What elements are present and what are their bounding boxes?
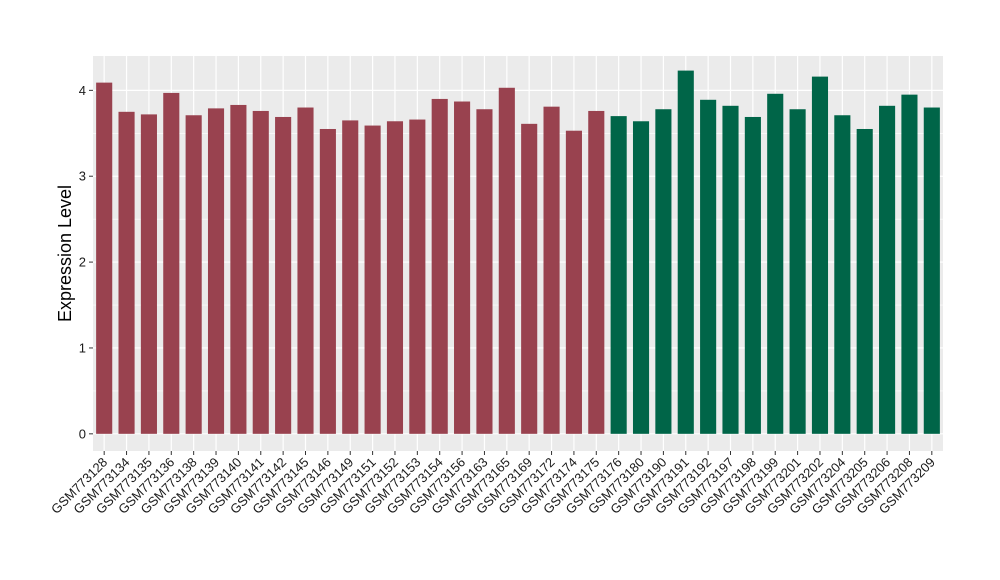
bar-GSM773141 [252,110,269,434]
bar-GSM773156 [454,101,471,434]
bar-GSM773140 [230,104,247,434]
bar-GSM773174 [565,130,582,434]
bar-GSM773202 [811,76,829,434]
bar-GSM773206 [879,105,896,434]
bar-GSM773204 [834,115,851,434]
bar-GSM773154 [431,98,448,434]
bar-GSM773199 [767,93,784,434]
bar-GSM773134 [118,111,135,434]
y-tick-label: 2 [79,255,86,270]
bar-GSM773139 [207,108,225,434]
bar-GSM773192 [700,99,717,434]
bar-GSM773180 [632,121,650,434]
bar-GSM773145 [297,107,314,434]
bar-GSM773151 [364,125,381,434]
bar-GSM773205 [856,128,873,434]
y-axis-title: Expression Level [55,185,75,322]
bar-GSM773176 [610,116,627,434]
bar-GSM773209 [923,107,940,434]
y-tick-label: 4 [79,83,86,98]
bar-GSM773169 [521,123,538,434]
bar-GSM773175 [588,110,605,434]
bar-GSM773190 [655,109,672,434]
bar-GSM773165 [498,87,515,434]
y-tick-label: 0 [79,426,86,441]
bar-GSM773191 [677,70,694,434]
x-axis: GSM773128GSM773134GSM773135GSM773136GSM7… [48,451,938,517]
bars [96,70,940,434]
bar-GSM773198 [744,116,761,434]
bar-GSM773138 [185,115,202,434]
bar-GSM773149 [342,120,359,434]
bar-GSM773201 [789,109,806,434]
bar-GSM773197 [722,105,739,434]
bar-GSM773142 [275,116,292,434]
bar-GSM773163 [476,109,493,434]
y-tick-label: 1 [79,340,86,355]
bar-GSM773172 [543,106,560,434]
y-axis: 0 1 2 3 4 [79,83,93,441]
bar-GSM773146 [319,128,336,434]
bar-GSM773135 [140,114,157,434]
bar-GSM773152 [386,121,404,434]
bar-GSM773208 [901,94,918,434]
bar-GSM773136 [163,92,180,434]
bar-GSM773153 [409,119,426,434]
bar-GSM773128 [96,82,113,434]
y-tick-label: 3 [79,169,86,184]
